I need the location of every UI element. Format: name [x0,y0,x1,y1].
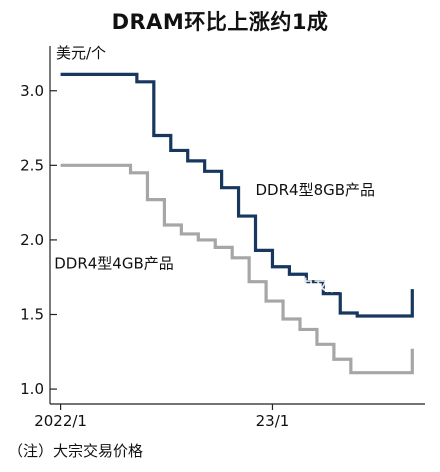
y-tick-label: 2.5 [20,156,44,174]
y-tick-label: 1.5 [20,306,44,324]
y-tick-label: 1.0 [20,380,44,398]
chart-note: （注）大宗交易价格 [8,442,144,460]
watermark-text: 日经中文网 [266,277,346,295]
series-annotation-ddr4-8gb: DDR4型8GB产品 [256,181,376,199]
chart-title: DRAM环比上涨约1成 [111,10,329,34]
y-tick-label: 3.0 [20,82,44,100]
series-line-ddr4-4gb [60,163,414,375]
series-annotation-ddr4-4gb: DDR4型4GB产品 [54,254,174,272]
series-line-ddr4-8gb [60,72,414,318]
y-axis-unit-label: 美元/个 [56,44,107,62]
x-tick-label: 2022/1 [34,412,87,430]
x-tick-label: 23/1 [256,412,290,430]
y-tick-label: 2.0 [20,231,44,249]
